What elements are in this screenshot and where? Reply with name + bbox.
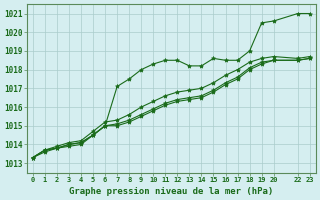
X-axis label: Graphe pression niveau de la mer (hPa): Graphe pression niveau de la mer (hPa) <box>69 187 274 196</box>
